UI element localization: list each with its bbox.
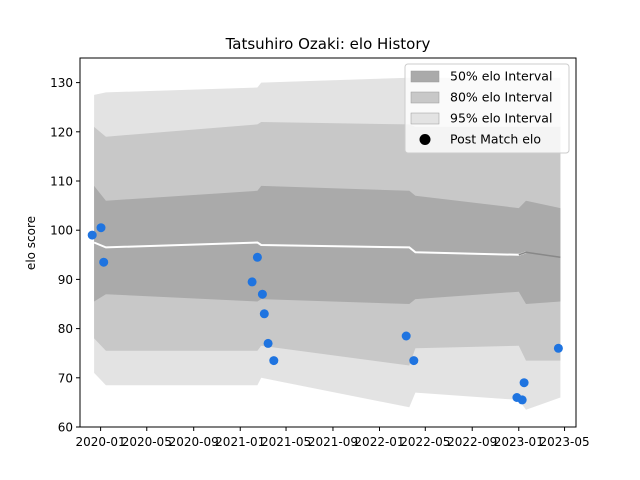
- y-tick-label: 100: [50, 224, 73, 238]
- legend-swatch: [410, 91, 440, 104]
- data-point-4: [247, 277, 257, 287]
- x-tick-label: 2020-05: [122, 435, 172, 449]
- legend-swatch: [410, 70, 440, 83]
- data-point-15: [553, 343, 563, 353]
- legend-marker: [419, 134, 431, 145]
- data-point-8: [263, 338, 273, 348]
- data-point-9: [269, 356, 279, 366]
- x-tick-label: 2022-09: [447, 435, 497, 449]
- x-tick-label: 2021-05: [261, 435, 311, 449]
- y-tick-label: 130: [50, 76, 73, 90]
- chart-title: Tatsuhiro Ozaki: elo History: [225, 35, 431, 53]
- mean-elo-line: [93, 241, 561, 259]
- legend-label: 50% elo Interval: [450, 69, 552, 84]
- x-tick-label: 2021-09: [308, 435, 358, 449]
- x-tick-label: 2022-05: [400, 435, 450, 449]
- data-point-11: [409, 356, 419, 366]
- legend-label: Post Match elo: [450, 132, 541, 147]
- legend-box: [404, 63, 570, 154]
- mean-line: [93, 241, 527, 256]
- band-50: [94, 185, 561, 304]
- axes: 60 70 80 90 100 110 120 130 2020-012020-052020-0…: [50, 57, 590, 449]
- y-axis-label: elo score: [24, 216, 38, 270]
- x-tick-label: 2021-01: [215, 435, 265, 449]
- plot-frame: [79, 57, 577, 428]
- data-point-3: [99, 257, 109, 267]
- data-point-7: [259, 309, 269, 319]
- y-tick-label: 90: [58, 273, 73, 287]
- x-tick-label: 2023-05: [539, 435, 589, 449]
- data-point-6: [257, 289, 267, 299]
- y-tick-label: 120: [50, 125, 73, 139]
- data-point-14: [519, 378, 529, 388]
- data-point-2: [96, 223, 106, 233]
- y-tick-label: 60: [58, 421, 73, 435]
- data-point-10: [401, 331, 411, 341]
- x-tick-label: 2020-09: [169, 435, 219, 449]
- legend: 50% elo Interval 80% elo Interval 95% elo …: [404, 63, 570, 154]
- data-point-1: [87, 230, 97, 240]
- y-tick-label: 70: [58, 371, 73, 385]
- confidence-bands: [94, 77, 561, 410]
- post-match-points: [87, 223, 563, 405]
- y-tick-label: 110: [50, 175, 73, 189]
- y-tick-label: 80: [58, 322, 73, 336]
- x-tick-label: 2023-01: [494, 435, 544, 449]
- data-point-5: [252, 252, 262, 262]
- legend-swatch: [410, 112, 440, 125]
- mean-line-tail: [518, 251, 561, 259]
- data-point-13: [517, 395, 527, 405]
- x-tick-label: 2022-01: [354, 435, 404, 449]
- legend-label: 80% elo Interval: [450, 90, 552, 105]
- x-tick-label: 2020-01: [76, 435, 126, 449]
- legend-label: 95% elo Interval: [450, 111, 552, 126]
